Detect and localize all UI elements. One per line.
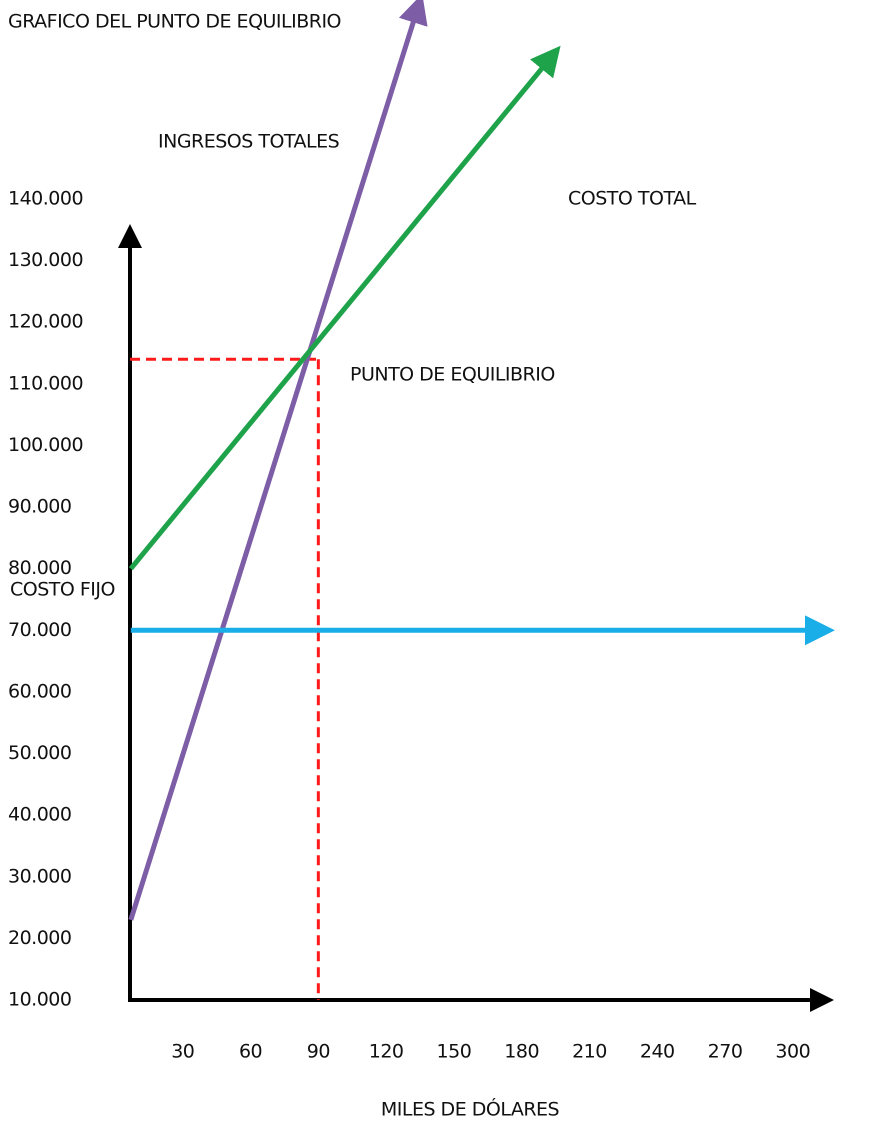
series-label: COSTO TOTAL	[568, 188, 697, 210]
x-tick-label: 300	[775, 1041, 810, 1063]
x-tick-label: 240	[640, 1041, 675, 1063]
series-line	[128, 45, 561, 571]
x-tick-label: 270	[708, 1041, 743, 1063]
y-tick-label: 140.000	[8, 188, 83, 210]
y-tick-label: 60.000	[8, 680, 71, 702]
chart-title: GRAFICO DEL PUNTO DE EQUILIBRIO	[8, 11, 341, 33]
x-tick-label: 60	[239, 1041, 262, 1063]
break-even-label: PUNTO DE EQUILIBRIO	[350, 364, 555, 386]
x-tick-label: 180	[504, 1041, 539, 1063]
y-tick-label: 80.000	[8, 557, 71, 579]
y-tick-label: 40.000	[8, 804, 71, 826]
y-tick-label: 100.000	[8, 434, 83, 456]
y-tick-label: 120.000	[8, 311, 83, 333]
y-tick-label: 10.000	[8, 989, 71, 1011]
x-tick-label: 120	[369, 1041, 404, 1063]
y-tick-label: 20.000	[8, 927, 71, 949]
x-tick-label: 150	[437, 1041, 472, 1063]
x-tick-label: 210	[572, 1041, 607, 1063]
y-tick-label: 30.000	[8, 865, 71, 887]
y-tick-label: 70.000	[8, 619, 71, 641]
y-tick-label: 90.000	[8, 496, 71, 518]
series-label: COSTO FIJO	[10, 579, 115, 601]
series-line	[128, 0, 428, 921]
x-tick-label: 30	[171, 1041, 194, 1063]
x-axis-label: MILES DE DÓLARES	[381, 1097, 559, 1121]
x-tick-label: 90	[307, 1041, 330, 1063]
y-tick-label: 50.000	[8, 742, 71, 764]
y-tick-label: 110.000	[8, 372, 83, 394]
series-label: INGRESOS TOTALES	[158, 131, 339, 153]
y-tick-label: 130.000	[8, 249, 83, 271]
